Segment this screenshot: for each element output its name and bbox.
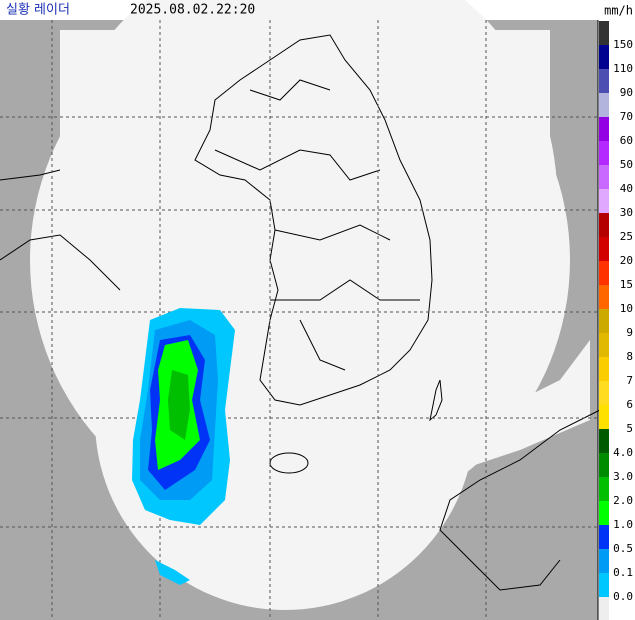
legend-swatch — [599, 477, 609, 501]
legend-label: 4.0 — [613, 446, 633, 459]
legend-swatch — [599, 333, 609, 357]
legend-label: 15 — [620, 278, 633, 291]
legend-swatch — [599, 237, 609, 261]
legend-label: 6 — [626, 398, 633, 411]
legend-swatch — [599, 285, 609, 309]
legend-swatch — [599, 45, 609, 69]
legend-label: 10 — [620, 302, 633, 315]
legend-label: 7 — [626, 374, 633, 387]
legend-label: 70 — [620, 110, 633, 123]
legend-label: 50 — [620, 158, 633, 171]
legend-label: 2.0 — [613, 494, 633, 507]
legend-swatch — [599, 429, 609, 453]
legend-swatch — [599, 189, 609, 213]
legend-swatch — [599, 573, 609, 597]
legend-unit: mm/h — [604, 4, 633, 18]
legend-label: 9 — [626, 326, 633, 339]
legend-label: 5 — [626, 422, 633, 435]
legend-swatch — [599, 525, 609, 549]
precipitation — [132, 308, 235, 585]
timestamp: 2025.08.02.22:20 — [130, 3, 255, 18]
legend-swatch — [599, 141, 609, 165]
legend-label: 0.0 — [613, 590, 633, 603]
legend-label: 8 — [626, 350, 633, 363]
legend-swatch — [599, 309, 609, 333]
legend-swatch — [599, 261, 609, 285]
legend-label: 60 — [620, 134, 633, 147]
legend-swatch — [599, 117, 609, 141]
legend-label: 20 — [620, 254, 633, 267]
legend-label: 3.0 — [613, 470, 633, 483]
legend-label: 90 — [620, 86, 633, 99]
legend-label: 1.0 — [613, 518, 633, 531]
legend-label: 0.5 — [613, 542, 633, 555]
legend-label: 25 — [620, 230, 633, 243]
legend-swatch — [599, 501, 609, 525]
legend-swatch — [599, 549, 609, 573]
legend-label: 150 — [613, 38, 633, 51]
legend-swatch — [599, 405, 609, 429]
legend-swatch — [599, 93, 609, 117]
legend-label: 110 — [613, 62, 633, 75]
legend-swatch — [599, 69, 609, 93]
title: 실황 레이더 — [6, 3, 70, 18]
legend-swatch — [599, 213, 609, 237]
legend-swatch — [599, 21, 609, 45]
legend-swatch — [599, 165, 609, 189]
legend-swatch — [599, 453, 609, 477]
legend-label: 40 — [620, 182, 633, 195]
legend-swatch — [599, 381, 609, 405]
legend-label: 0.1 — [613, 566, 633, 579]
legend-swatch — [599, 597, 609, 620]
legend-swatch — [599, 357, 609, 381]
legend-label: 30 — [620, 206, 633, 219]
